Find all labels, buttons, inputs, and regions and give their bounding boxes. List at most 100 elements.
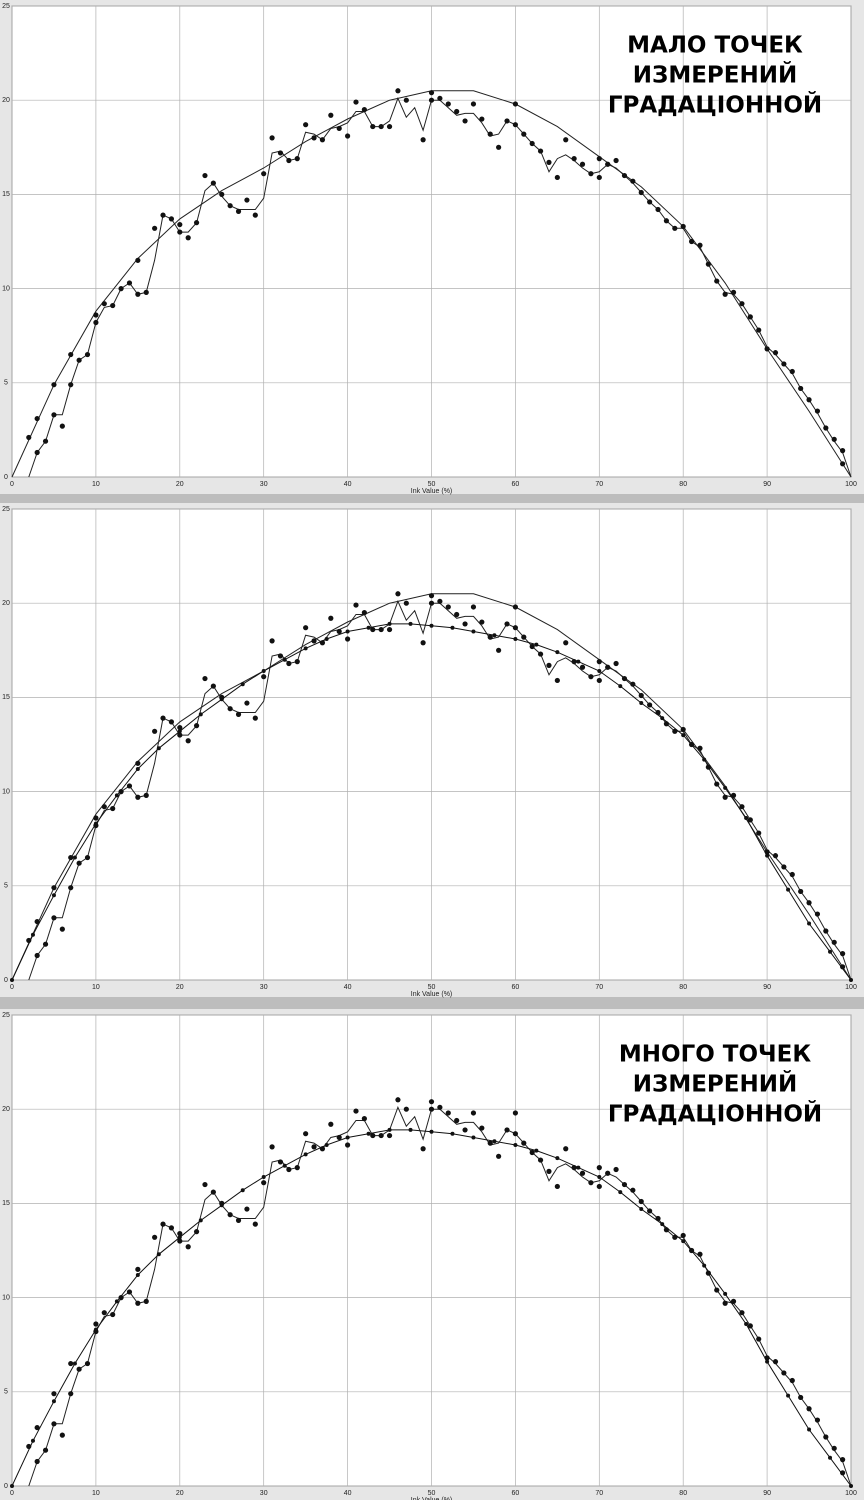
data-point [537,651,544,657]
data-point [84,854,91,861]
data-point [110,302,116,309]
data-point [437,598,443,604]
data-point [496,647,502,653]
data-point [781,1370,787,1376]
data-point [303,1152,308,1157]
data-point [714,1287,720,1293]
data-point [840,1457,846,1463]
data-point [51,1421,57,1427]
data-point [647,1208,653,1214]
data-point [76,357,82,363]
data-point [328,615,334,621]
data-point [828,949,833,954]
data-point [420,640,426,646]
data-point [471,1135,476,1140]
data-point [244,197,250,203]
data-point [576,1165,581,1170]
x-tick-label: 60 [512,481,520,488]
data-point [42,941,49,947]
data-point [177,729,182,734]
data-point [739,1310,745,1316]
data-point [336,1134,342,1141]
data-point [42,438,49,444]
x-tick-label: 60 [512,1490,520,1497]
data-point [277,1159,284,1165]
data-point [135,1300,141,1306]
data-point [722,1300,728,1306]
x-tick-label: 50 [428,481,436,488]
data-point [408,1127,413,1132]
data-point [361,610,367,616]
data-point [135,766,140,771]
data-point [849,1484,853,1488]
data-point [51,885,57,891]
data-point [588,171,594,177]
x-tick-label: 100 [845,1490,857,1497]
data-point [747,817,753,823]
data-point [168,719,175,725]
data-point [554,1183,560,1190]
data-point [730,792,737,798]
data-point [185,235,191,241]
data-point [618,684,623,689]
data-point [177,221,183,228]
data-point [193,220,200,226]
data-point [823,928,829,934]
data-point [26,434,32,441]
data-point [177,1230,183,1237]
data-point [126,1289,133,1295]
data-point [563,137,569,143]
chart-panel: 0 10 20 30 40 50 60 70 80 90 100 0 5 10 15 20 25 Ink Valu… [0,503,864,998]
data-point [428,90,435,96]
x-axis-label: Ink Value (%) [411,991,453,998]
data-point [177,732,183,738]
x-tick-label: 20 [176,984,184,991]
data-point [529,643,535,650]
data-point [840,448,846,454]
data-point [160,212,166,218]
data-point [366,1131,371,1136]
data-point [576,659,581,664]
data-point [68,854,74,861]
data-point [596,174,602,181]
data-point [76,1366,82,1372]
data-point [269,1144,275,1150]
annotation: ИЗМЕРЕНИЙ [633,61,798,89]
y-tick-label: 25 [2,3,10,10]
data-point [546,1168,552,1174]
data-point [621,1181,628,1188]
data-point [59,423,65,429]
data-point [345,629,350,634]
data-point [93,319,99,326]
data-point [34,918,40,925]
data-point [563,640,569,646]
data-point [336,628,342,635]
data-point [252,715,258,721]
data-point [613,157,619,164]
data-point [814,911,821,917]
data-point [403,600,409,606]
data-point [210,1189,216,1195]
data-point [345,1135,350,1140]
data-point [84,351,91,358]
data-point [42,1447,49,1453]
data-point [672,225,678,231]
data-point [34,415,40,422]
data-point [185,1244,191,1250]
data-point [445,101,451,107]
data-point [680,1232,686,1239]
data-point [840,951,846,957]
x-tick-label: 70 [595,984,603,991]
data-point [781,361,787,367]
data-point [185,738,191,744]
data-point [798,1394,804,1401]
data-point [705,764,711,770]
data-point [534,642,539,647]
x-tick-label: 70 [595,1490,603,1497]
x-tick-label: 100 [845,984,857,991]
data-point [168,1225,175,1231]
y-tick-label: 5 [4,1389,8,1396]
data-point [823,1434,829,1440]
data-point [437,1104,443,1110]
